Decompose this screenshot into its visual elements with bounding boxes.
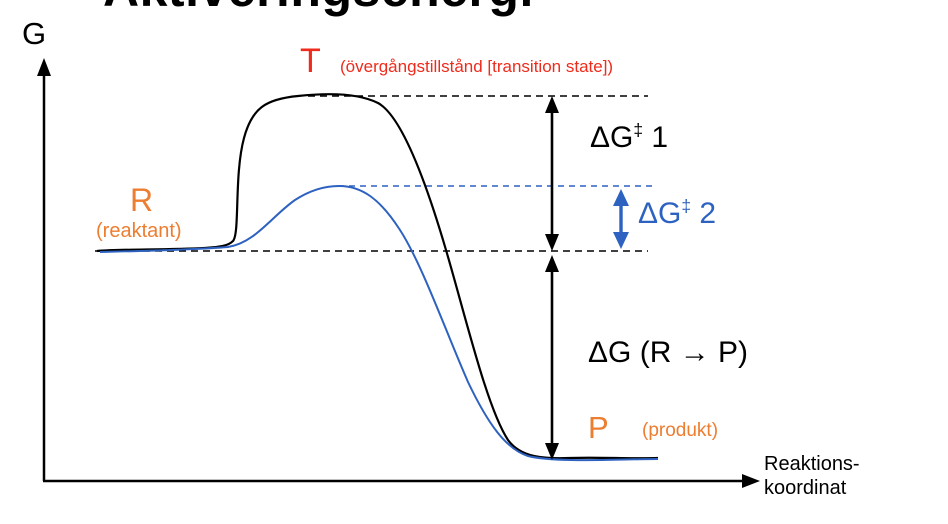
dg-rp-arrowhead-up-icon	[545, 255, 559, 272]
dg2-label: ΔG‡ 2	[638, 196, 716, 231]
page-title: Aktiveringsenergi	[103, 0, 534, 18]
transition-state-description: (övergångstillstånd [transition state])	[340, 57, 614, 76]
dg2-suffix: 2	[691, 197, 717, 230]
reactant-symbol: R	[130, 182, 154, 218]
dg2-base: ΔG	[638, 197, 682, 230]
dg1-base: ΔG	[590, 121, 634, 154]
curve-catalyzed	[99, 184, 659, 462]
dg2-arrowhead-down-icon	[613, 232, 629, 249]
product-symbol: P	[588, 410, 609, 445]
dg1-sup: ‡	[633, 120, 644, 140]
product-description: (produkt)	[642, 420, 719, 441]
y-axis-arrowhead-icon	[37, 58, 51, 76]
y-axis-label: G	[22, 16, 47, 51]
x-axis-arrowhead-icon	[742, 474, 760, 488]
dg1-arrowhead-up-icon	[545, 96, 559, 113]
x-axis-label-line2: koordinat	[764, 477, 847, 499]
dg1-arrowhead-down-icon	[545, 234, 559, 251]
curve-uncatalyzed	[96, 93, 659, 460]
dg1-label: ΔG‡ 1	[590, 120, 668, 155]
x-axis-label-line1: Reaktions-	[764, 453, 860, 475]
dg2-arrowhead-up-icon	[613, 189, 629, 206]
transition-state-symbol: T	[300, 42, 321, 80]
dg-rp-arrowhead-down-icon	[545, 443, 559, 460]
x-axis-label: Reaktions- koordinat	[764, 452, 934, 500]
dg2-sup: ‡	[681, 196, 692, 216]
dg-rp-label: ΔG (R → P)	[588, 336, 749, 369]
reactant-description: (reaktant)	[96, 220, 182, 242]
dg1-suffix: 1	[643, 121, 669, 154]
